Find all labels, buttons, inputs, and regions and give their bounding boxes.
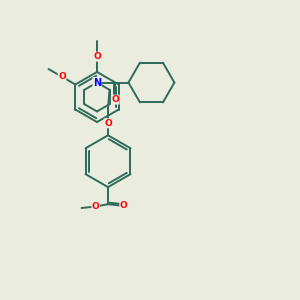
Text: O: O — [120, 201, 128, 210]
Text: O: O — [58, 72, 66, 81]
Text: O: O — [93, 52, 101, 61]
Text: O: O — [104, 119, 112, 128]
Text: N: N — [93, 78, 101, 88]
Text: O: O — [92, 202, 100, 211]
Text: O: O — [111, 95, 119, 104]
